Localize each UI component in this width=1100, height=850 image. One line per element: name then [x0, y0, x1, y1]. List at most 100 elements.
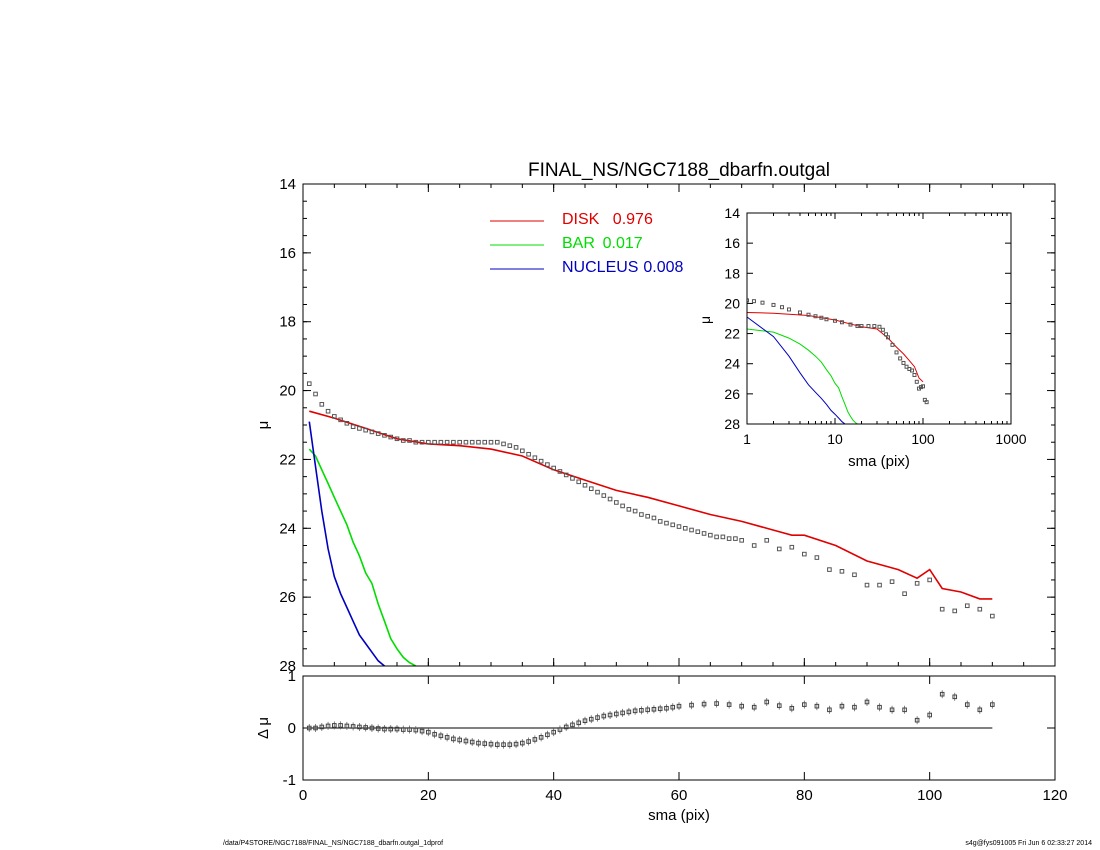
main-data-point — [902, 591, 907, 597]
main-data-point — [614, 500, 619, 505]
residual-data-point — [325, 723, 331, 729]
residual-xtick-label: 60 — [671, 787, 688, 804]
main-data-point — [426, 439, 431, 445]
residual-data-point — [469, 739, 475, 745]
residual-xtick-label: 20 — [420, 787, 437, 804]
inset-data-point — [890, 342, 895, 347]
residual-data-point — [626, 709, 632, 715]
residual-xtick-label: 0 — [299, 787, 307, 804]
main-data-point — [714, 534, 719, 540]
main-profile-panel: 14 16 18 20 22 24 26 28 μ DISK 0.976 BAR 0.017 NUCL… — [255, 176, 1056, 675]
inset-data-point — [760, 300, 765, 305]
inset-ytick-label: 22 — [724, 326, 740, 342]
inset-data-point — [806, 312, 811, 317]
residual-data-point — [357, 724, 362, 730]
inset-data-point — [912, 373, 917, 378]
main-data-point — [338, 417, 343, 423]
main-data-point — [557, 469, 563, 474]
residual-data-point — [864, 699, 870, 705]
inset-data-point — [780, 305, 785, 310]
residual-data-point — [532, 737, 538, 742]
main-data-point — [444, 439, 450, 445]
main-data-point — [632, 508, 638, 514]
residual-data-point — [889, 707, 895, 713]
main-data-point — [664, 520, 669, 526]
residual-data-point — [576, 720, 582, 726]
residual-data-point — [520, 740, 525, 746]
inset-data-point — [877, 324, 882, 329]
main-data-point — [325, 408, 331, 414]
main-data-point — [388, 434, 394, 440]
main-data-point — [357, 426, 362, 431]
residual-xtick-label: 80 — [796, 787, 813, 804]
residual-data-point — [306, 725, 312, 731]
residual-data-point — [601, 713, 607, 719]
inset-data-point — [901, 360, 906, 365]
residual-data-point — [689, 702, 694, 708]
main-data-point — [639, 512, 644, 517]
inset-ytick-label: 24 — [724, 356, 740, 372]
inset-data-point — [747, 298, 749, 303]
residual-data-point — [789, 705, 795, 711]
main-data-point — [520, 448, 525, 454]
inset-ytick-label: 14 — [724, 205, 740, 221]
main-data-point — [407, 438, 412, 443]
main-data-point — [789, 544, 795, 550]
main-ytick-label: 20 — [279, 383, 296, 400]
main-data-point — [350, 424, 356, 430]
residual-data-point — [607, 712, 613, 718]
main-data-point — [582, 482, 588, 488]
residual-data-point — [827, 707, 832, 713]
main-data-point — [400, 438, 406, 443]
main-data-point — [532, 455, 538, 461]
main-data-point — [507, 443, 513, 448]
residual-data-point — [657, 706, 663, 712]
main-data-point — [563, 472, 569, 478]
main-data-point — [726, 536, 732, 541]
inset-data-point — [914, 379, 919, 384]
main-data-point — [601, 493, 607, 498]
inset-xtick-label: 1 — [743, 431, 751, 447]
residual-xtick-label: 40 — [545, 787, 562, 804]
main-data-point — [344, 420, 350, 426]
main-data-point — [733, 536, 738, 541]
residual-data-point — [313, 725, 318, 731]
legend-label-bar: BAR — [562, 235, 595, 252]
inset-background — [747, 213, 1011, 424]
main-data-point — [751, 543, 757, 548]
residual-data-point — [494, 742, 500, 747]
inset-data-point — [839, 320, 844, 325]
inset-axis-ticks: 14 16 18 20 22 24 26 281 10 100 1000 — [724, 205, 1026, 447]
main-data-point — [645, 513, 650, 519]
main-ytick-label: 18 — [279, 314, 296, 331]
residual-data-point — [400, 727, 406, 732]
residual-xtick-label: 120 — [1042, 787, 1067, 804]
residual-data-point — [413, 727, 419, 733]
inset-data-point — [866, 324, 871, 329]
residual-data-point — [457, 737, 462, 743]
main-nucleus-line — [308, 421, 386, 666]
residual-data-point — [350, 724, 356, 729]
main-data-point — [576, 479, 582, 485]
residual-data-point — [977, 707, 983, 713]
main-series-group — [306, 381, 995, 666]
main-data-point — [394, 436, 400, 442]
legend-label-disk: DISK — [562, 211, 600, 228]
inset-ytick-label: 26 — [724, 386, 740, 402]
main-data-point — [319, 402, 325, 407]
inset-xtick-label: 100 — [911, 431, 935, 447]
residual-data-point — [451, 736, 456, 742]
inset-bar-line — [747, 328, 858, 424]
inset-clipped-series — [747, 298, 929, 424]
residual-series-group — [306, 690, 995, 749]
inset-series-group — [747, 298, 929, 424]
main-data-point — [363, 427, 368, 433]
inset-data-point — [771, 302, 776, 307]
residual-data-point — [476, 740, 481, 746]
main-data-point — [375, 431, 381, 436]
main-data-point — [419, 439, 425, 445]
main-ytick-label: 26 — [279, 589, 296, 606]
main-data-point — [952, 608, 958, 614]
